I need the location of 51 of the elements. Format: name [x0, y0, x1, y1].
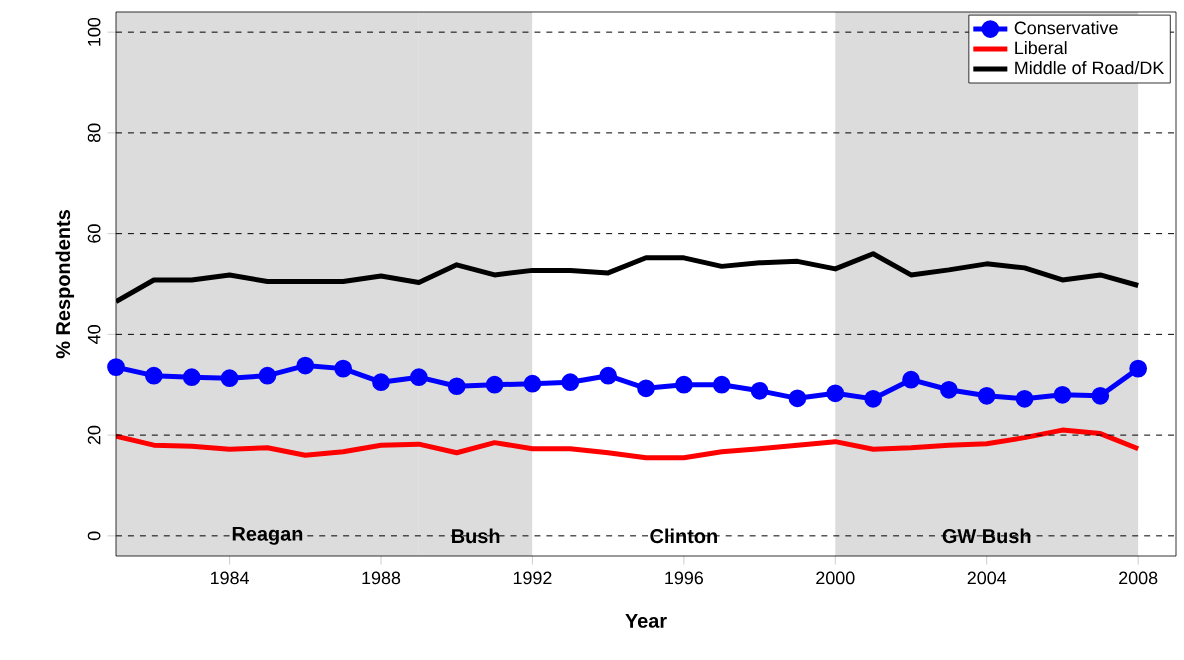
- x-tick-label: 1988: [362, 571, 401, 585]
- point: [144, 366, 163, 385]
- y-tick-label: 100: [87, 17, 101, 46]
- x-axis-title: Year: [625, 613, 667, 628]
- x-tick-label: 1984: [211, 571, 249, 585]
- point: [599, 366, 618, 385]
- point: [902, 370, 920, 389]
- legend-label: Liberal: [1015, 41, 1067, 55]
- point: [485, 375, 504, 394]
- y-axis-title: % Respondents: [55, 210, 75, 359]
- point: [826, 384, 845, 403]
- x-tick-label: 1992: [513, 571, 552, 585]
- point: [523, 374, 542, 393]
- point: [372, 373, 390, 392]
- point: [750, 381, 769, 400]
- point: [1129, 359, 1148, 378]
- band-label: Bush: [452, 528, 500, 544]
- point: [1091, 386, 1110, 405]
- x-tick-label: 1996: [665, 571, 704, 585]
- legend-label: Conservative: [1014, 21, 1118, 35]
- y-tick-label: 0: [87, 531, 101, 541]
- point: [637, 379, 655, 398]
- point: [1015, 389, 1034, 408]
- point: [447, 377, 466, 396]
- point: [561, 373, 580, 392]
- y-tick-label: 40: [87, 325, 101, 344]
- line-series: [116, 427, 1141, 461]
- point: [296, 356, 315, 375]
- point: [864, 389, 883, 408]
- point: [182, 368, 201, 387]
- y-tick-label: 60: [87, 224, 101, 243]
- point: [1053, 385, 1072, 404]
- band-label: GW Bush: [942, 528, 1031, 544]
- point: [788, 389, 807, 408]
- y-tick-label: 20: [87, 425, 101, 445]
- point: [409, 368, 428, 387]
- point: [107, 358, 125, 376]
- y-tick-label: 80: [87, 123, 101, 143]
- band-label: Clinton: [650, 528, 717, 544]
- point: [712, 375, 731, 394]
- point: [674, 375, 693, 394]
- x-tick-label: 2008: [1119, 571, 1158, 585]
- point: [258, 366, 277, 385]
- x-tick-label: 2000: [816, 571, 855, 585]
- band-label: Reagan: [232, 526, 303, 545]
- point: [334, 359, 353, 378]
- x-tick-label: 2004: [967, 571, 1007, 585]
- legend-label: Middle of Road/DK: [1015, 61, 1165, 75]
- point: [977, 386, 996, 405]
- point: [940, 380, 958, 399]
- point: [220, 369, 239, 388]
